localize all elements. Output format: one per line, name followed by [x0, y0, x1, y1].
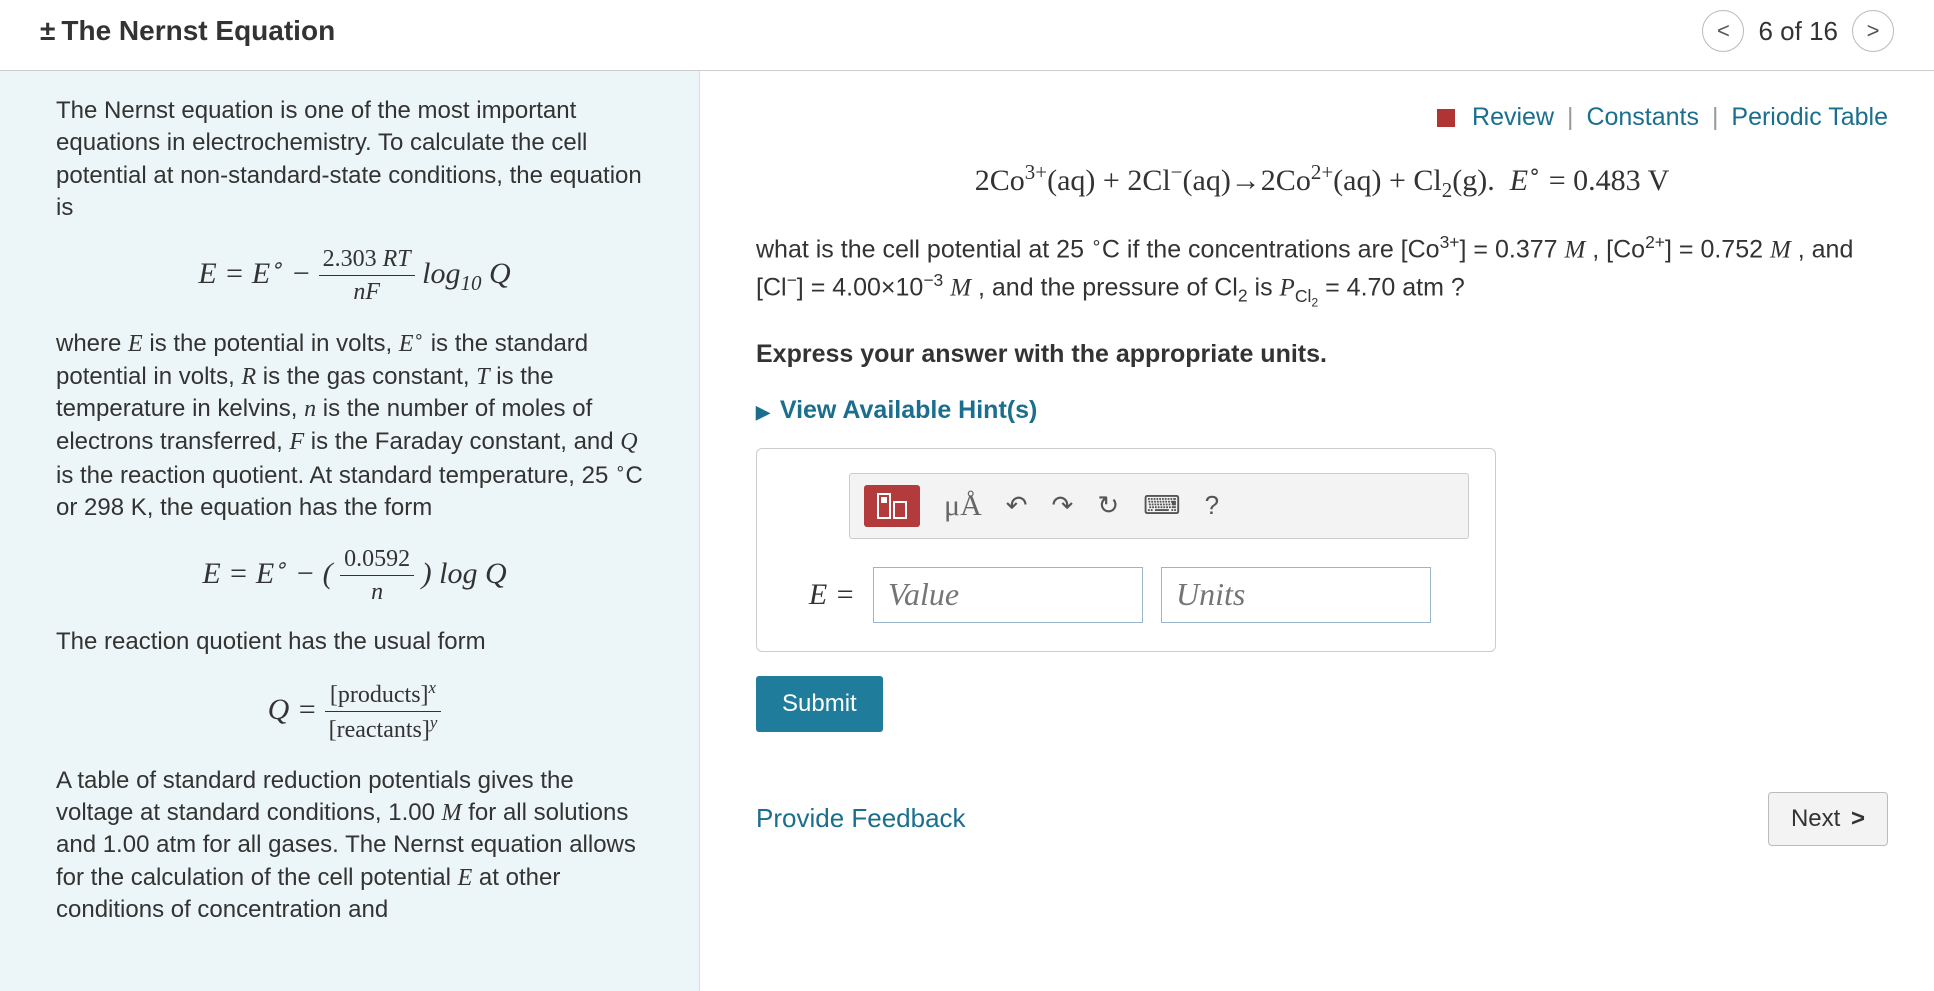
pager: < 6 of 16 >: [1702, 10, 1894, 52]
periodic-table-link[interactable]: Periodic Table: [1731, 103, 1888, 131]
answer-input-line: E =: [785, 567, 1467, 623]
undo-icon[interactable]: ↶: [1006, 487, 1028, 525]
prev-button[interactable]: <: [1702, 10, 1744, 52]
header: ± The Nernst Equation < 6 of 16 >: [0, 0, 1934, 71]
page-title: The Nernst Equation: [61, 15, 335, 47]
template-icon[interactable]: [864, 485, 920, 527]
units-icon[interactable]: μÅ: [944, 484, 982, 528]
next-label: Next: [1791, 805, 1840, 832]
info-panel: The Nernst equation is one of the most i…: [0, 71, 700, 991]
para-4: A table of standard reduction potentials…: [56, 765, 653, 927]
view-hints-link[interactable]: View Available Hint(s): [756, 392, 1888, 428]
question-panel: Review | Constants | Periodic Table 2Co3…: [700, 71, 1934, 991]
para-2: where E is the potential in volts, E∘ is…: [56, 326, 653, 524]
units-input[interactable]: [1161, 567, 1431, 623]
review-link[interactable]: Review: [1472, 103, 1554, 131]
top-links: Review | Constants | Periodic Table: [756, 99, 1888, 135]
answer-prefix: E =: [795, 573, 855, 617]
chevron-right-icon: >: [1844, 805, 1865, 832]
answer-toolbar: μÅ ↶ ↷ ↻ ⌨ ?: [849, 473, 1469, 539]
answer-box: μÅ ↶ ↷ ↻ ⌨ ? E =: [756, 448, 1496, 652]
instruction-text: Express your answer with the appropriate…: [756, 336, 1888, 372]
link-sep: |: [1567, 103, 1574, 131]
equation-3: Q = [products]x[reactants]y: [56, 677, 653, 747]
intro-text: The Nernst equation is one of the most i…: [56, 95, 653, 225]
next-question-button[interactable]: Next >: [1768, 792, 1888, 846]
equation-2: E = E∘ − ( 0.0592n ) log Q: [56, 543, 653, 609]
question-text: what is the cell potential at 25 ∘C if t…: [756, 230, 1888, 312]
value-input[interactable]: [873, 567, 1143, 623]
collapse-icon[interactable]: ±: [40, 15, 55, 47]
reaction-equation: 2Co3+(aq) + 2Cl−(aq)→2Co2+(aq) + Cl2(g).…: [756, 157, 1888, 205]
help-icon[interactable]: ?: [1205, 487, 1219, 525]
equation-1: E = E∘ − 2.303 RTnF log10 Q: [56, 243, 653, 309]
submit-button[interactable]: Submit: [756, 676, 883, 732]
redo-icon[interactable]: ↷: [1052, 487, 1074, 525]
bottom-row: Provide Feedback Next >: [756, 792, 1888, 846]
reset-icon[interactable]: ↻: [1097, 487, 1119, 525]
pager-text: 6 of 16: [1758, 16, 1838, 47]
page-title-block: ± The Nernst Equation: [40, 15, 335, 47]
keyboard-icon[interactable]: ⌨: [1143, 487, 1181, 525]
provide-feedback-link[interactable]: Provide Feedback: [756, 800, 966, 838]
next-button[interactable]: >: [1852, 10, 1894, 52]
constants-link[interactable]: Constants: [1586, 103, 1699, 131]
flag-icon[interactable]: [1437, 109, 1455, 127]
link-sep: |: [1712, 103, 1719, 131]
para-3: The reaction quotient has the usual form: [56, 626, 653, 658]
